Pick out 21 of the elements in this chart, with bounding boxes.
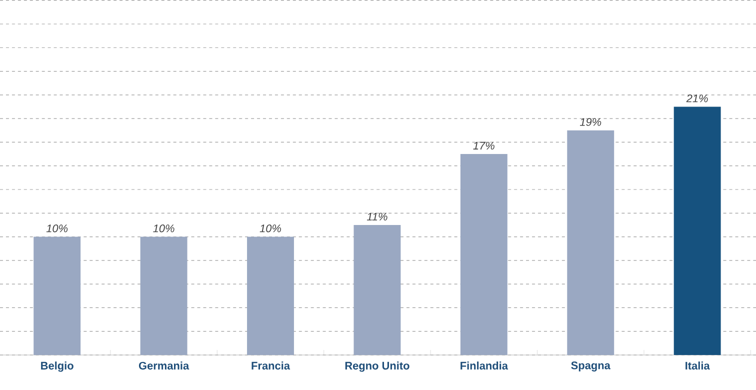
bar [34, 236, 81, 355]
x-tick-label: Regno Unito [345, 362, 410, 372]
x-tick-label: Belgio [41, 362, 74, 372]
bar [460, 154, 508, 355]
x-tick-label: Italia [686, 362, 710, 370]
bar [567, 130, 614, 355]
x-tick-label: Finlandia [460, 362, 508, 370]
data-label: 10% [260, 224, 281, 232]
bar [140, 236, 188, 355]
bar [674, 106, 721, 355]
data-label: 19% [580, 118, 602, 126]
bar [247, 236, 294, 355]
x-tick-label: Spagna [571, 362, 610, 372]
x-tick-label: Francia [252, 362, 290, 370]
data-label: 21% [686, 94, 708, 102]
data-label: 17% [473, 142, 494, 150]
bar [354, 224, 401, 355]
data-label: 10% [153, 224, 174, 232]
data-label: 10% [46, 224, 68, 232]
data-label: 11% [366, 212, 388, 220]
x-tick-label: Germania [138, 362, 190, 370]
